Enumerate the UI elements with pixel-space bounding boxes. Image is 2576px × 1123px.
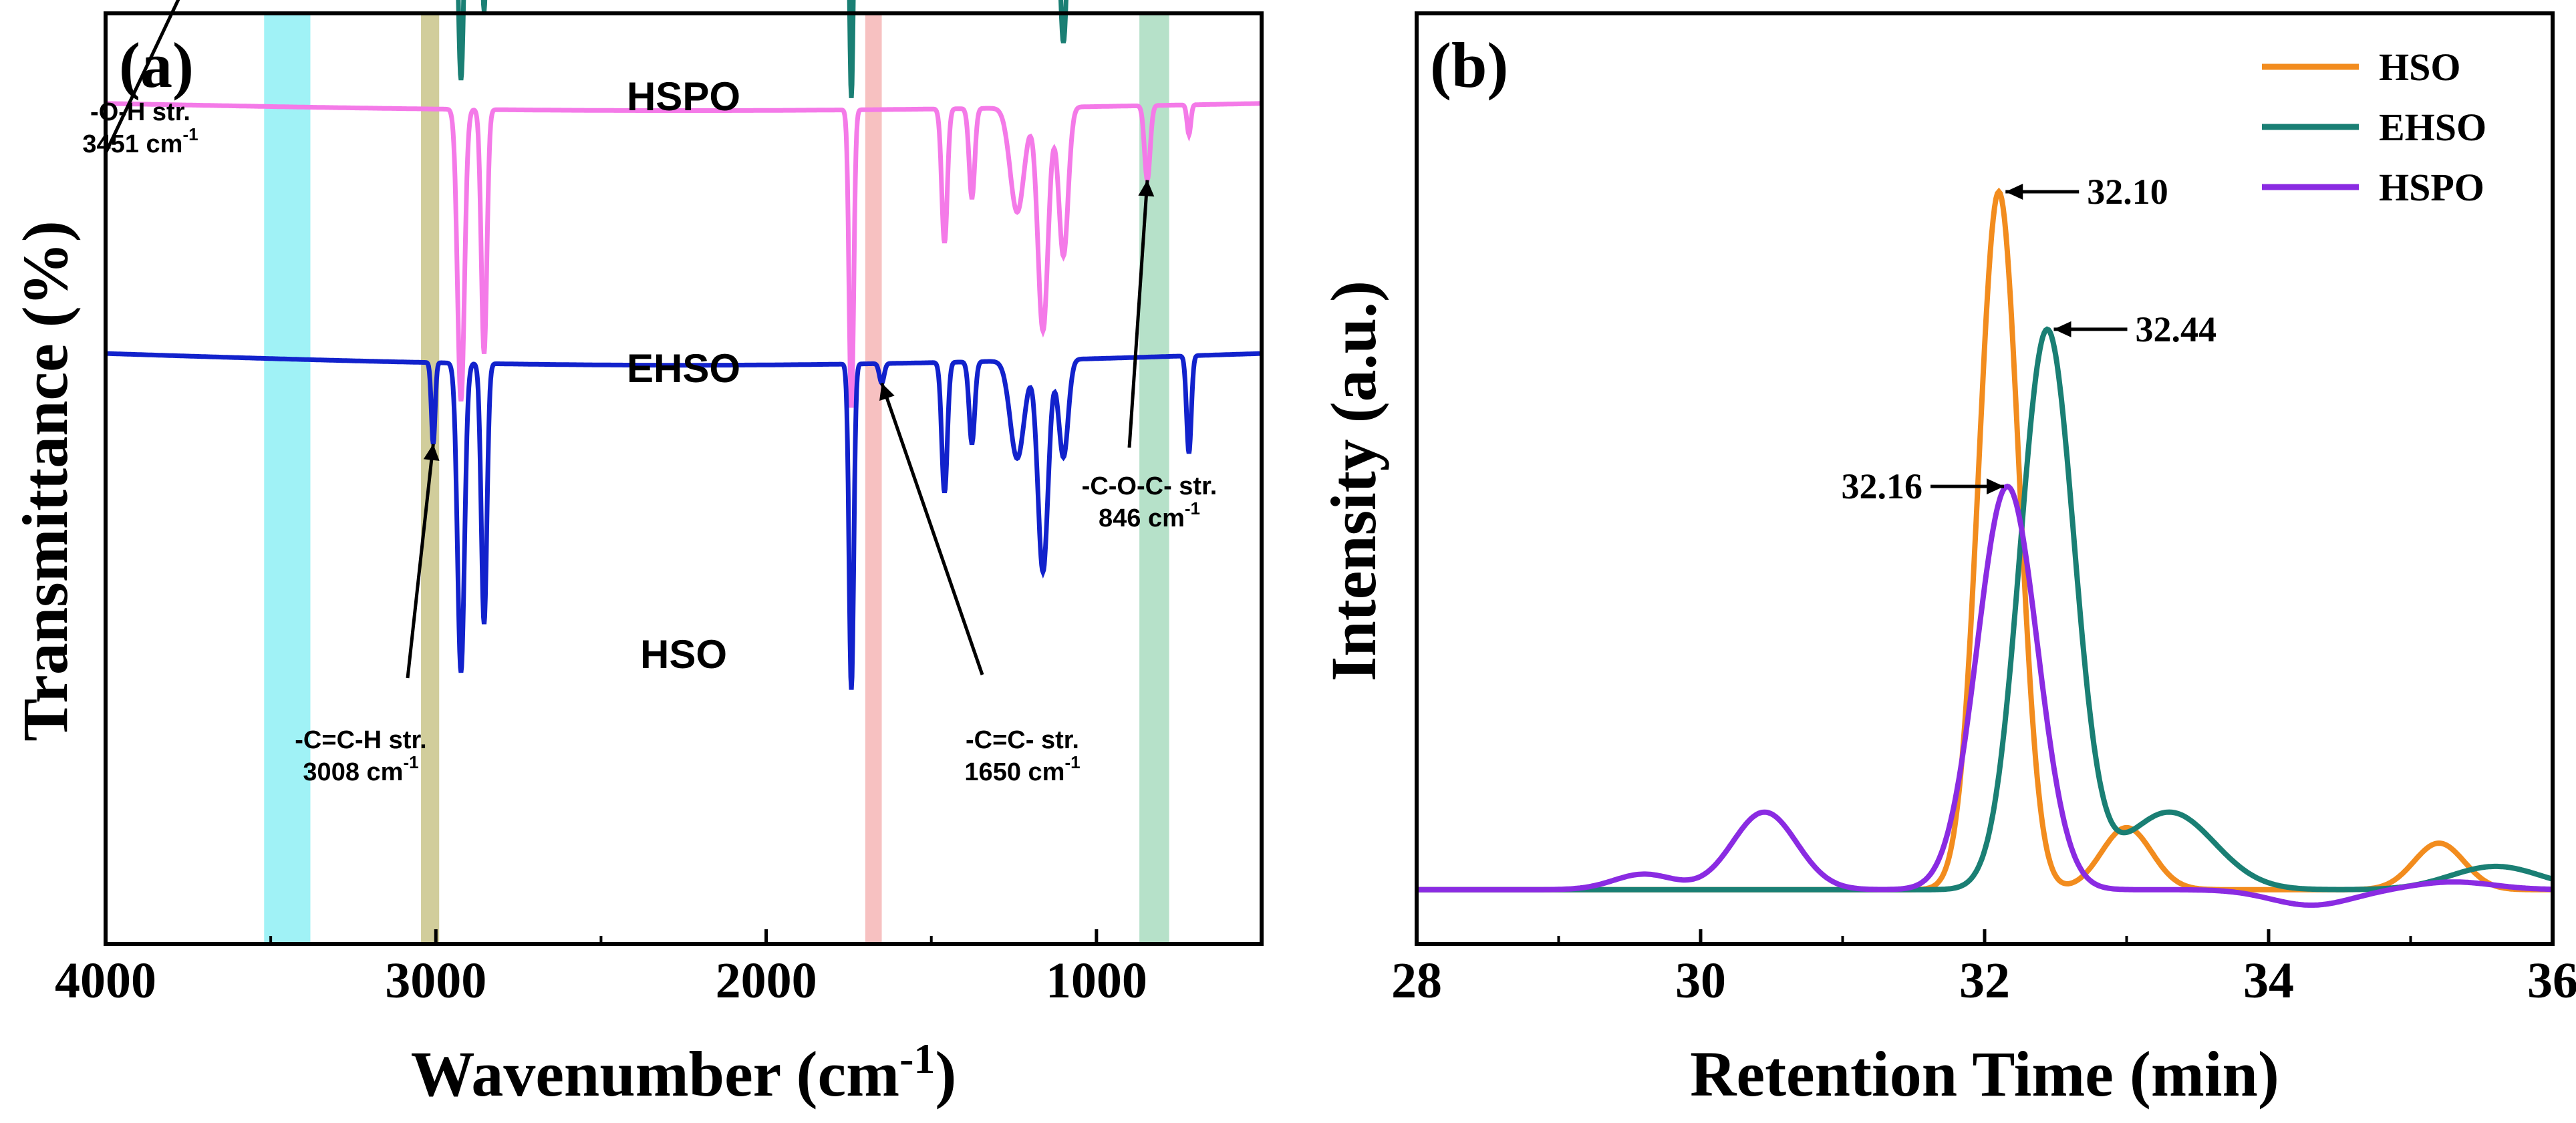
peak-label-2: 32.16	[1842, 466, 1923, 506]
peak-label-1: 32.44	[2136, 309, 2217, 349]
x-ticks-a: 4000 3000 2000 1000	[55, 929, 1263, 1009]
peak-arrow-head-2	[1987, 478, 2004, 495]
highlight-band-0	[264, 13, 311, 944]
panel-label-a: (a)	[119, 29, 194, 101]
series-label-hso: HSO	[640, 632, 727, 677]
plot-frame-b	[1415, 11, 2555, 946]
peak-arrow-head-0	[2005, 183, 2023, 200]
peak-labels: 32.10 32.44 32.16	[1842, 172, 2217, 506]
chromatogram-line-ehso	[1417, 326, 2554, 893]
legend-label-hso: HSO	[2379, 45, 2461, 89]
panel-b-gpc-chart: 32.10 32.44 32.16 28 30 32 34 36 HSO EHSO HSPO (…	[1318, 11, 2576, 1110]
chromatogram-line-hso	[1417, 187, 2553, 893]
x-tick-label-a-2000: 2000	[716, 953, 817, 1009]
panel-label-b: (b)	[1430, 29, 1508, 101]
peak-label-group-2: 32.16	[1842, 466, 2004, 506]
x-tick-label-b-30: 30	[1675, 953, 1726, 1009]
annotation-2: -C=C-H str.3008 cm-1	[295, 444, 440, 786]
annotation-line1-1: -C-O-C- str.	[1082, 472, 1218, 500]
chromatogram-lines	[1417, 187, 2554, 908]
x-tick-label-b-28: 28	[1391, 953, 1442, 1009]
band-annotations: -O-H str.3451 cm-1-C-O-C- str.846 cm-1-C…	[82, 0, 1217, 786]
annotation-1: -C-O-C- str.846 cm-1	[1082, 180, 1218, 532]
legend-label-ehso: EHSO	[2379, 106, 2486, 149]
legend: HSO EHSO HSPO	[2262, 45, 2486, 209]
peak-label-group-1: 32.44	[2053, 309, 2217, 349]
series-label-hspo: HSPO	[627, 74, 740, 119]
annotation-line2-1: 846 cm-1	[1099, 498, 1200, 532]
annotation-line2-2: 3008 cm-1	[303, 752, 418, 786]
x-tick-label-b-34: 34	[2243, 953, 2294, 1009]
x-tick-label-b-36: 36	[2527, 953, 2576, 1009]
series-label-ehso: EHSO	[627, 346, 740, 391]
annotation-line2-3: 1650 cm-1	[964, 752, 1080, 786]
annotation-arrow-head-3	[879, 383, 895, 402]
annotation-arrow-head-2	[423, 444, 440, 461]
annotation-arrow-line-2	[406, 444, 435, 679]
annotation-arrow-line-0	[105, 0, 180, 152]
x-axis-title-b: Retention Time (min)	[1690, 1038, 2279, 1110]
y-axis-title-b: Intensity (a.u.)	[1318, 281, 1389, 681]
highlight-band-2	[865, 13, 882, 944]
x-ticks-b: 28 30 32 34 36	[1391, 929, 2576, 1009]
peak-label-0: 32.10	[2087, 172, 2168, 212]
annotation-arrow-line-3	[880, 382, 984, 675]
x-axis-title-a: Wavenumber (cm-1)	[411, 1035, 957, 1110]
spectra-lines: HSPO EHSO HSO	[105, 0, 1262, 690]
peak-arrow-head-1	[2053, 321, 2071, 337]
plot-frame-a	[104, 11, 1264, 946]
annotation-line1-2: -C=C-H str.	[295, 726, 426, 754]
peak-label-group-0: 32.10	[2005, 172, 2168, 212]
x-tick-label-b-32: 32	[1959, 953, 2010, 1009]
legend-label-hspo: HSPO	[2379, 166, 2484, 209]
y-axis-title-a: Transmittance (%)	[9, 220, 81, 741]
x-tick-label-a-3000: 3000	[385, 953, 486, 1009]
spectrum-line-hso	[105, 351, 1262, 690]
chromatogram-line-hspo	[1417, 483, 2553, 908]
annotation-arrow-head-1	[1138, 180, 1155, 197]
spectrum-line-ehso	[105, 101, 1262, 408]
x-tick-label-a-1000: 1000	[1046, 953, 1147, 1009]
annotation-arrow-line-1	[1127, 180, 1149, 448]
annotation-line1-3: -C=C- str.	[966, 726, 1079, 754]
x-tick-label-a-4000: 4000	[55, 953, 156, 1009]
annotation-line2-0: 3451 cm-1	[82, 124, 198, 158]
annotation-3: -C=C- str.1650 cm-1	[879, 382, 1081, 786]
